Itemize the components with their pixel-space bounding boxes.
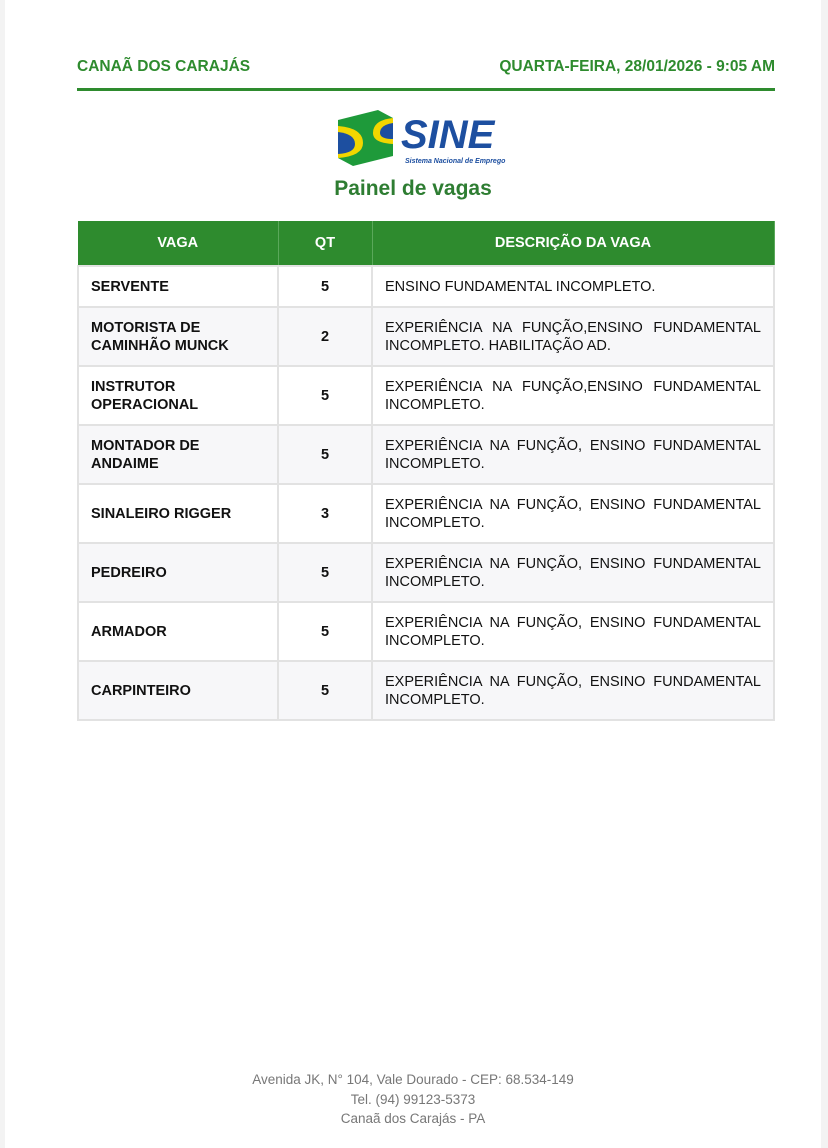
sine-logo: SINE Sistema Nacional de Emprego <box>338 110 506 166</box>
table-row: SINALEIRO RIGGER 3 EXPERIÊNCIA NA FUNÇÃO, … <box>77 483 775 544</box>
cell-vaga: INSTRUTOR OPERACIONAL <box>77 365 279 426</box>
footer-city: Canaã dos Carajás - PA <box>340 1111 486 1126</box>
cell-descricao: EXPERIÊNCIA NA FUNÇÃO, ENSINO FUNDAMENTA… <box>371 660 775 721</box>
svg-text:Sistema Nacional de Emprego: Sistema Nacional de Emprego <box>405 158 506 165</box>
vacancies-table: VAGA QT DESCRIÇÃO DA VAGA SERVENTE 5 ENSIN… <box>77 221 775 721</box>
cell-vaga: PEDREIRO <box>77 542 279 603</box>
cell-qt: 5 <box>277 265 373 308</box>
cell-qt: 5 <box>277 542 373 603</box>
cell-descricao: EXPERIÊNCIA NA FUNÇÃO, ENSINO FUNDAMENTA… <box>371 483 775 544</box>
cell-qt: 2 <box>277 306 373 367</box>
header-datetime: QUARTA-FEIRA, 28/01/2026 - 9:05 AM <box>499 58 775 75</box>
cell-vaga: SERVENTE <box>77 265 279 308</box>
footer: Avenida JK, N° 104, Vale Dourado - CEP: … <box>5 1070 821 1129</box>
page: CANAÃ DOS CARAJÁS QUARTA-FEIRA, 28/01/20… <box>5 0 821 1148</box>
cell-vaga: MONTADOR DE ANDAIME <box>77 424 279 485</box>
table-row: CARPINTEIRO 5 EXPERIÊNCIA NA FUNÇÃO, ENSIN… <box>77 660 775 721</box>
footer-phone: Tel. (94) 99123-5373 <box>350 1091 476 1107</box>
table-row: PEDREIRO 5 EXPERIÊNCIA NA FUNÇÃO, ENSINO F… <box>77 542 775 603</box>
svg-text:SINE: SINE <box>401 113 496 157</box>
cell-vaga: CARPINTEIRO <box>77 660 279 721</box>
footer-address: Avenida JK, N° 104, Vale Dourado - CEP: … <box>252 1072 574 1087</box>
cell-qt: 5 <box>277 601 373 662</box>
cell-qt: 3 <box>277 483 373 544</box>
table-row: MONTADOR DE ANDAIME 5 EXPERIÊNCIA NA FUNÇÃ… <box>77 424 775 485</box>
table-row: SERVENTE 5 ENSINO FUNDAMENTAL INCOMPLETO. <box>77 265 775 308</box>
table-row: MOTORISTA DE CAMINHÃO MUNCK 2 EXPERIÊNCIA … <box>77 306 775 367</box>
col-vaga: VAGA <box>78 221 279 266</box>
cell-vaga: ARMADOR <box>77 601 279 662</box>
cell-qt: 5 <box>277 424 373 485</box>
header-city: CANAÃ DOS CARAJÁS <box>77 58 251 75</box>
col-qt: QT <box>278 221 373 266</box>
col-descricao: DESCRIÇÃO DA VAGA <box>372 221 775 266</box>
cell-descricao: EXPERIÊNCIA NA FUNÇÃO,ENSINO FUNDAMENTAL… <box>371 365 775 426</box>
cell-qt: 5 <box>277 365 373 426</box>
cell-descricao: EXPERIÊNCIA NA FUNÇÃO,ENSINO FUNDAMENTAL… <box>371 306 775 367</box>
table-row: INSTRUTOR OPERACIONAL 5 EXPERIÊNCIA NA FUN… <box>77 365 775 426</box>
cell-descricao: EXPERIÊNCIA NA FUNÇÃO, ENSINO FUNDAMENTA… <box>371 542 775 603</box>
page-title: Painel de vagas <box>334 177 492 200</box>
cell-qt: 5 <box>277 660 373 721</box>
cell-vaga: SINALEIRO RIGGER <box>77 483 279 544</box>
cell-descricao: EXPERIÊNCIA NA FUNÇÃO, ENSINO FUNDAMENTA… <box>371 601 775 662</box>
cell-descricao: ENSINO FUNDAMENTAL INCOMPLETO. <box>371 265 775 308</box>
cell-descricao: EXPERIÊNCIA NA FUNÇÃO, ENSINO FUNDAMENTA… <box>371 424 775 485</box>
table-header: VAGA QT DESCRIÇÃO DA VAGA <box>78 221 775 266</box>
table-row: ARMADOR 5 EXPERIÊNCIA NA FUNÇÃO, ENSINO FU… <box>77 601 775 662</box>
cell-vaga: MOTORISTA DE CAMINHÃO MUNCK <box>77 306 279 367</box>
header: CANAÃ DOS CARAJÁS QUARTA-FEIRA, 28/01/20… <box>77 58 775 91</box>
